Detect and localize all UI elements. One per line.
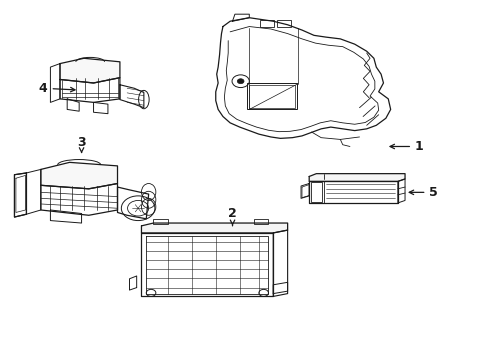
Bar [254,219,268,224]
Text: 3: 3 [77,136,86,153]
Polygon shape [41,162,117,189]
Bar [249,85,294,108]
Polygon shape [308,174,404,181]
Text: 1: 1 [389,140,423,153]
Text: 4: 4 [39,82,75,95]
Bar [277,20,290,27]
Bar [246,83,297,109]
Polygon shape [60,58,120,83]
Bar [260,20,273,27]
Bar [310,183,322,202]
Bar [153,219,167,224]
Polygon shape [141,223,287,233]
Text: 5: 5 [408,186,437,199]
Text: 2: 2 [228,207,236,226]
Circle shape [237,79,244,84]
